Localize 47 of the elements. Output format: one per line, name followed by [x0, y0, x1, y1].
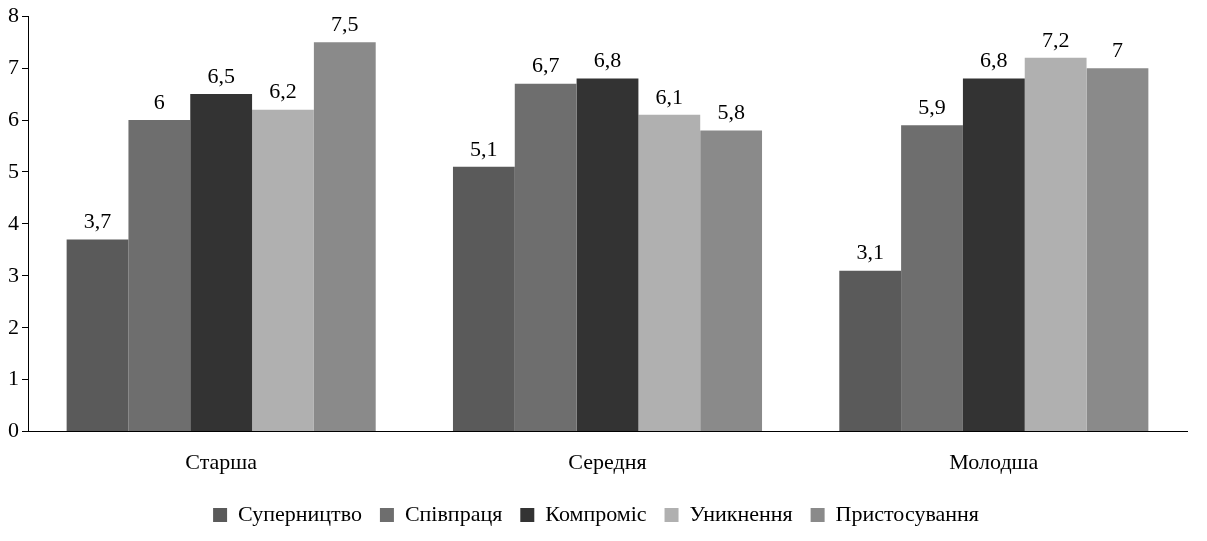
y-tick-label: 3 [8, 261, 19, 287]
bar [1024, 57, 1087, 432]
y-tick-label: 8 [8, 1, 19, 27]
legend-label: Пристосування [835, 500, 979, 526]
data-label: 7,5 [331, 10, 359, 36]
x-tick-label: Середня [568, 448, 647, 474]
legend-label: Компроміс [545, 500, 647, 526]
y-tick-label: 0 [8, 417, 19, 443]
data-label: 6,8 [593, 47, 622, 73]
data-label: 5,9 [918, 94, 946, 120]
bar [313, 42, 376, 432]
legend-label: Суперництво [238, 500, 362, 526]
data-label: 5,8 [717, 99, 745, 125]
y-tick-label: 7 [8, 53, 19, 79]
data-label: 6,7 [531, 52, 560, 78]
y-tick-label: 6 [8, 105, 19, 131]
bar [514, 83, 577, 432]
data-label: 6,2 [269, 78, 297, 104]
x-tick-label: Старша [185, 448, 258, 474]
bar [962, 78, 1025, 432]
data-label: 6,8 [980, 47, 1008, 73]
bar [901, 125, 963, 432]
legend-label: Співпраця [404, 500, 503, 526]
bar [252, 109, 314, 432]
bar [576, 78, 639, 432]
data-label: 3,1 [856, 239, 884, 265]
data-label: 6,5 [207, 62, 235, 88]
data-label: 7 [1111, 36, 1123, 62]
bar [452, 166, 515, 432]
y-tick-label: 2 [8, 313, 19, 339]
bar [190, 94, 253, 432]
data-label: 6,1 [655, 83, 684, 109]
bar [66, 239, 129, 432]
bar [638, 114, 701, 432]
bar [839, 270, 902, 432]
data-label: 7,2 [1041, 26, 1070, 52]
bar [1086, 68, 1149, 432]
x-tick-label: Молодша [949, 448, 1039, 474]
y-tick-label: 4 [8, 209, 19, 235]
y-tick-label: 5 [8, 157, 19, 183]
y-tick-label: 1 [8, 365, 19, 391]
legend-label: Уникнення [689, 500, 793, 526]
bar [128, 120, 191, 432]
bar [700, 130, 763, 432]
data-label: 6 [153, 88, 165, 114]
data-label: 5,1 [470, 135, 498, 161]
data-label: 3,7 [83, 208, 112, 234]
